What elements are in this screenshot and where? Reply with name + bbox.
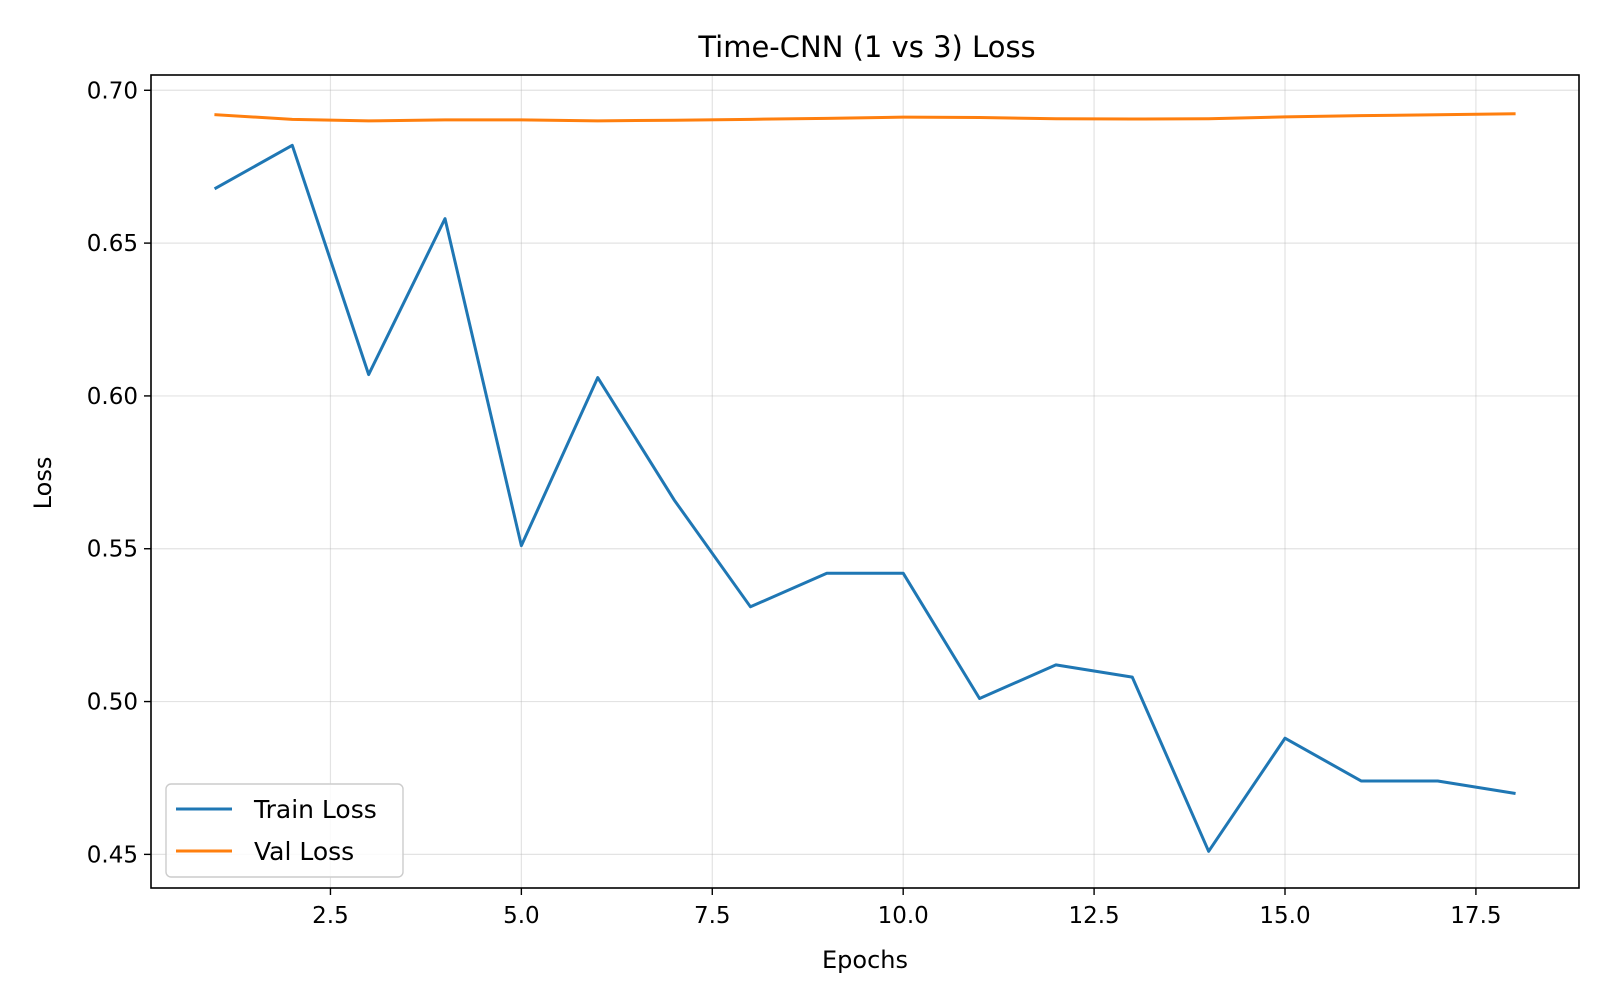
- y-tick-label: 0.50: [87, 690, 138, 716]
- y-tick-label: 0.70: [87, 78, 138, 104]
- x-tick-label: 2.5: [312, 903, 349, 929]
- chart-title: Time-CNN (1 vs 3) Loss: [697, 30, 1035, 64]
- x-axis-label: Epochs: [822, 946, 908, 974]
- y-tick-label: 0.55: [87, 537, 138, 563]
- y-axis-label: Loss: [29, 457, 57, 510]
- series-line-train-loss: [213, 143, 1516, 853]
- x-tick-label: 12.5: [1068, 903, 1119, 929]
- x-tick-label: 5.0: [503, 903, 540, 929]
- legend-label-train-loss: Train Loss: [253, 795, 377, 824]
- y-tick-label: 0.45: [87, 842, 138, 868]
- series-line-val-loss: [214, 112, 1516, 123]
- y-axis-ticks: 0.45 0.50 0.55 0.60 0.65 0.70: [87, 78, 151, 868]
- x-tick-label: 15.0: [1259, 903, 1310, 929]
- legend: Train Loss Val Loss: [165, 783, 404, 878]
- series-layer: [213, 112, 1516, 853]
- y-tick-label: 0.60: [87, 384, 138, 410]
- x-axis-ticks: 2.5 5.0 7.5 10.0 12.5 15.0 17.5: [312, 888, 1502, 929]
- legend-label-val-loss: Val Loss: [254, 837, 354, 866]
- plot-frame: [150, 74, 1580, 889]
- x-tick-label: 17.5: [1450, 903, 1501, 929]
- legend-box: [165, 783, 404, 878]
- x-tick-label: 7.5: [694, 903, 731, 929]
- y-tick-label: 0.65: [87, 231, 138, 257]
- x-tick-label: 10.0: [878, 903, 929, 929]
